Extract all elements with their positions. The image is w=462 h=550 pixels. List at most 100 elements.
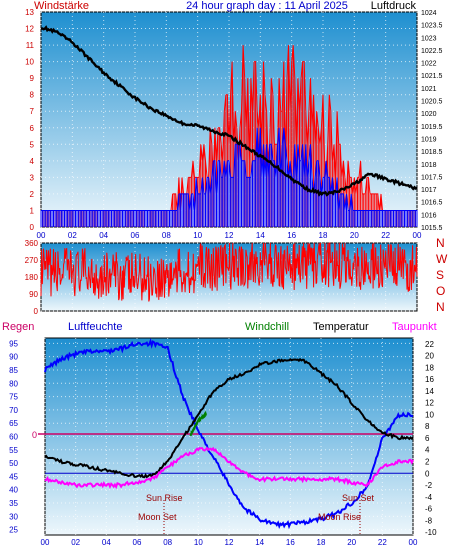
humidity-tick-label: 25 <box>9 526 18 535</box>
time-tick-label: 12 <box>225 231 234 240</box>
compass-label: N <box>436 236 445 250</box>
pressure-tick-label: 1024 <box>421 10 437 17</box>
temperature-tick-label: 6 <box>425 434 430 443</box>
humidity-tick-label: 30 <box>9 512 18 521</box>
wind-speed-tick-label: 5 <box>30 140 35 149</box>
grid-panel-3 <box>44 338 414 535</box>
time-tick-label: 10 <box>193 231 202 240</box>
time-tick-label: 02 <box>71 538 80 547</box>
wind-speed-label: Windstärke <box>34 0 89 12</box>
pressure-axis: 1015.5 1016 1016.5 1017 1017.5 1018 1018.5 1019… <box>421 10 443 232</box>
wind-direction-series-line <box>40 242 418 302</box>
time-tick-label: 00 <box>409 538 418 547</box>
temperature-tick-label: 18 <box>425 363 434 372</box>
humidity-tick-label: 45 <box>9 472 18 481</box>
direction-tick-label: 270 <box>25 256 39 265</box>
time-tick-label: 00 <box>41 538 50 547</box>
wind-speed-tick-label: 12 <box>25 25 34 34</box>
rain-zero-label: 0 <box>32 430 37 440</box>
humidity-tick-label: 55 <box>9 446 18 455</box>
humidity-tick-label: 50 <box>9 459 18 468</box>
temperature-tick-label: 12 <box>425 399 434 408</box>
temperature-tick-label: 10 <box>425 410 434 419</box>
dewpoint-legend: Taupunkt <box>392 321 437 333</box>
pressure-tick-label: 1020.5 <box>421 99 443 106</box>
wind-speed-tick-label: 1 <box>30 206 35 215</box>
time-tick-label: 10 <box>194 538 203 547</box>
pressure-tick-label: 1017.5 <box>421 174 443 181</box>
time-tick-label: 14 <box>255 538 264 547</box>
time-tick-label: 00 <box>413 231 422 240</box>
humidity-tick-label: 85 <box>9 366 18 375</box>
sun-rise-label: Sun Rise <box>146 493 183 503</box>
pressure-tick-label: 1018.5 <box>421 149 443 156</box>
grid-panel-2 <box>40 242 418 312</box>
time-tick-label: 06 <box>133 538 142 547</box>
pressure-tick-label: 1020 <box>421 111 437 118</box>
time-tick-label: 18 <box>317 538 326 547</box>
wind-speed-tick-label: 6 <box>30 124 35 133</box>
humidity-tick-label: 60 <box>9 433 18 442</box>
temperature-legend: Temperatur <box>313 321 369 333</box>
pressure-tick-label: 1021 <box>421 86 437 93</box>
temperature-tick-label: 2 <box>425 457 430 466</box>
temperature-tick-label: 20 <box>425 352 434 361</box>
temperature-tick-label: -2 <box>425 481 433 490</box>
time-tick-label: 16 <box>286 538 295 547</box>
humidity-legend: Luftfeuchte <box>68 321 122 333</box>
humidity-tick-label: 40 <box>9 486 18 495</box>
sun-set-label: Sun Set <box>342 493 375 503</box>
wind-speed-tick-label: 11 <box>26 41 35 50</box>
dewpoint-series-line <box>44 446 414 490</box>
wind-speed-tick-label: 3 <box>30 173 35 182</box>
wind-speed-tick-label: 0 <box>30 223 35 232</box>
time-axis-1: 00 02 04 06 08 10 12 14 16 18 20 22 00 <box>37 231 422 240</box>
temperature-tick-label: 16 <box>425 375 434 384</box>
direction-tick-label: 360 <box>25 239 39 248</box>
pressure-tick-label: 1019 <box>421 136 437 143</box>
wind-speed-tick-label: 7 <box>30 107 35 116</box>
time-tick-label: 18 <box>319 231 328 240</box>
humidity-tick-label: 90 <box>9 353 18 362</box>
humidity-tick-label: 95 <box>9 339 18 348</box>
humidity-tick-label: 75 <box>9 393 18 402</box>
wind-speed-tick-label: 13 <box>25 8 34 17</box>
time-tick-label: 12 <box>225 538 234 547</box>
humidity-axis: 25 30 35 40 45 50 55 60 65 70 75 80 85 90 95 <box>9 339 18 534</box>
time-tick-label: 20 <box>350 231 359 240</box>
time-tick-label: 06 <box>131 231 140 240</box>
time-tick-label: 00 <box>37 231 46 240</box>
time-tick-label: 14 <box>256 231 265 240</box>
pressure-tick-label: 1017 <box>421 187 437 194</box>
temperature-series-line <box>44 357 414 479</box>
temperature-tick-label: 22 <box>425 340 434 349</box>
temperature-tick-label: -4 <box>425 493 433 502</box>
wind-speed-tick-label: 4 <box>30 157 35 166</box>
temperature-tick-label: 14 <box>425 387 434 396</box>
direction-tick-label: 180 <box>25 273 39 282</box>
wind-speed-tick-label: 2 <box>30 190 35 199</box>
pressure-tick-label: 1018 <box>421 162 437 169</box>
time-tick-label: 16 <box>287 231 296 240</box>
temperature-tick-label: 0 <box>425 469 430 478</box>
humidity-tick-label: 35 <box>9 499 18 508</box>
time-tick-label: 20 <box>347 538 356 547</box>
compass-label: N <box>436 300 445 314</box>
pressure-tick-label: 1021.5 <box>421 73 443 80</box>
moon-rise-label: Moon Rise <box>318 512 361 522</box>
pressure-label: Luftdruck <box>371 0 417 12</box>
pressure-tick-label: 1023 <box>421 35 437 42</box>
temperature-tick-label: 4 <box>425 446 430 455</box>
direction-tick-label: 0 <box>34 307 39 316</box>
time-tick-label: 08 <box>162 231 171 240</box>
temperature-tick-label: 8 <box>425 422 430 431</box>
time-tick-label: 04 <box>99 231 108 240</box>
direction-tick-label: 90 <box>29 290 38 299</box>
pressure-tick-label: 1016 <box>421 212 437 219</box>
windchill-legend: Windchill <box>245 321 289 333</box>
pressure-series-line <box>40 25 418 197</box>
pressure-tick-label: 1016.5 <box>421 200 443 207</box>
